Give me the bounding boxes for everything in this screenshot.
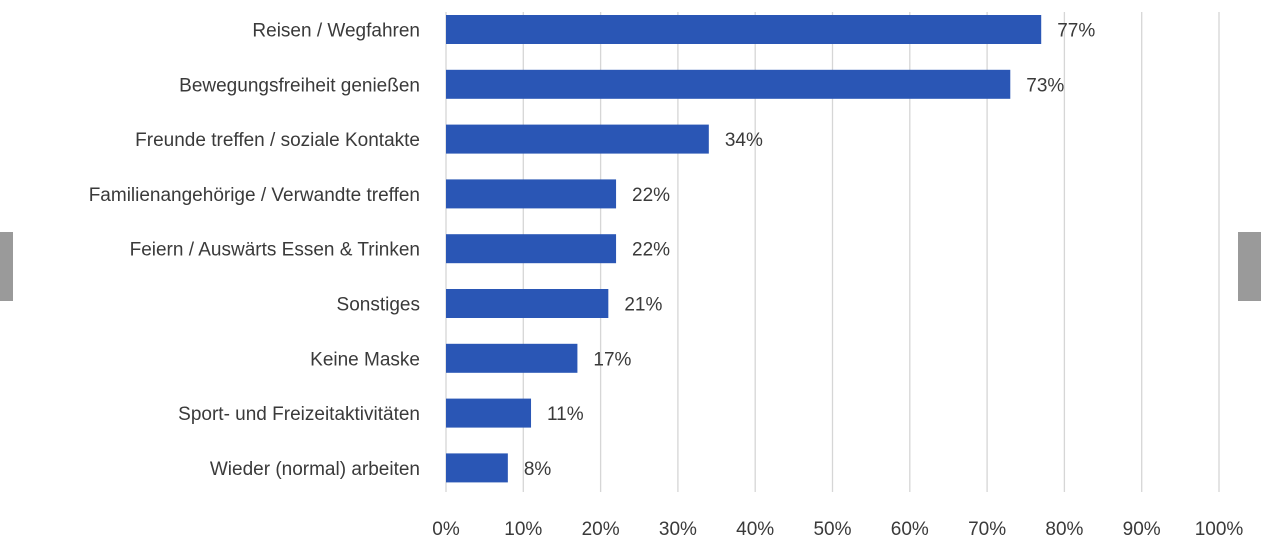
bar bbox=[446, 289, 609, 318]
category-label: Sonstiges bbox=[337, 295, 420, 316]
bar bbox=[446, 124, 709, 154]
x-tick-label: 70% bbox=[968, 519, 1006, 540]
data-label: 22% bbox=[632, 240, 670, 261]
data-label: 22% bbox=[632, 185, 670, 206]
category-label: Freunde treffen / soziale Kontakte bbox=[135, 130, 420, 151]
x-tick-label: 90% bbox=[1123, 519, 1161, 540]
x-tick-label: 30% bbox=[659, 519, 697, 540]
data-label: 8% bbox=[524, 459, 552, 480]
bar bbox=[446, 179, 617, 209]
next-slide-button[interactable] bbox=[1238, 232, 1261, 301]
category-label: Familienangehörige / Verwandte treffen bbox=[89, 185, 420, 206]
category-label: Wieder (normal) arbeiten bbox=[210, 459, 420, 480]
x-axis-tick-labels: 0% 10% 20% 30% 40% 50% 60% 70% 80% 90% 100% bbox=[432, 519, 1243, 540]
x-tick-label: 60% bbox=[891, 519, 929, 540]
data-label: 73% bbox=[1026, 75, 1064, 96]
category-labels: Reisen / Wegfahren Bewegungsfreiheit geni… bbox=[89, 21, 420, 480]
data-label: 11% bbox=[547, 404, 584, 425]
category-label: Bewegungsfreiheit genießen bbox=[179, 75, 420, 96]
x-tick-label: 40% bbox=[736, 519, 774, 540]
x-tick-label: 100% bbox=[1195, 519, 1244, 540]
category-label: Keine Maske bbox=[310, 349, 420, 370]
x-tick-label: 10% bbox=[504, 519, 542, 540]
bar bbox=[446, 343, 578, 373]
bar bbox=[446, 234, 617, 264]
bar bbox=[446, 453, 508, 483]
category-label: Reisen / Wegfahren bbox=[252, 21, 420, 42]
bars bbox=[446, 15, 1042, 483]
bar bbox=[446, 69, 1011, 99]
value-labels: 77% 73% 34% 22% 22% 21% 17% 11% 8% bbox=[524, 21, 1096, 480]
category-label: Sport- und Freizeitaktivitäten bbox=[178, 404, 420, 425]
x-tick-label: 50% bbox=[813, 519, 851, 540]
data-label: 34% bbox=[725, 130, 763, 151]
x-tick-label: 20% bbox=[582, 519, 620, 540]
data-label: 77% bbox=[1057, 21, 1095, 42]
data-label: 21% bbox=[624, 295, 662, 316]
data-label: 17% bbox=[593, 349, 631, 370]
previous-slide-button[interactable] bbox=[0, 232, 13, 301]
category-label: Feiern / Auswärts Essen & Trinken bbox=[130, 240, 420, 261]
x-tick-label: 0% bbox=[432, 519, 460, 540]
bar bbox=[446, 398, 532, 428]
bar bbox=[446, 15, 1042, 44]
x-tick-label: 80% bbox=[1045, 519, 1083, 540]
